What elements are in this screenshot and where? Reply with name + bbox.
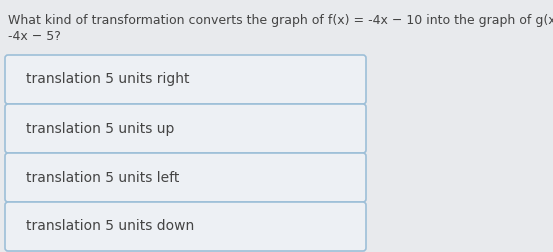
Text: translation 5 units down: translation 5 units down: [26, 219, 194, 234]
Text: translation 5 units right: translation 5 units right: [26, 73, 190, 86]
FancyBboxPatch shape: [5, 202, 366, 251]
Text: -4x − 5?: -4x − 5?: [8, 30, 61, 43]
FancyBboxPatch shape: [5, 55, 366, 104]
Text: translation 5 units up: translation 5 units up: [26, 121, 174, 136]
Text: translation 5 units left: translation 5 units left: [26, 171, 179, 184]
FancyBboxPatch shape: [5, 104, 366, 153]
FancyBboxPatch shape: [5, 153, 366, 202]
Text: What kind of transformation converts the graph of f(x) = -4x − 10 into the graph: What kind of transformation converts the…: [8, 14, 553, 27]
